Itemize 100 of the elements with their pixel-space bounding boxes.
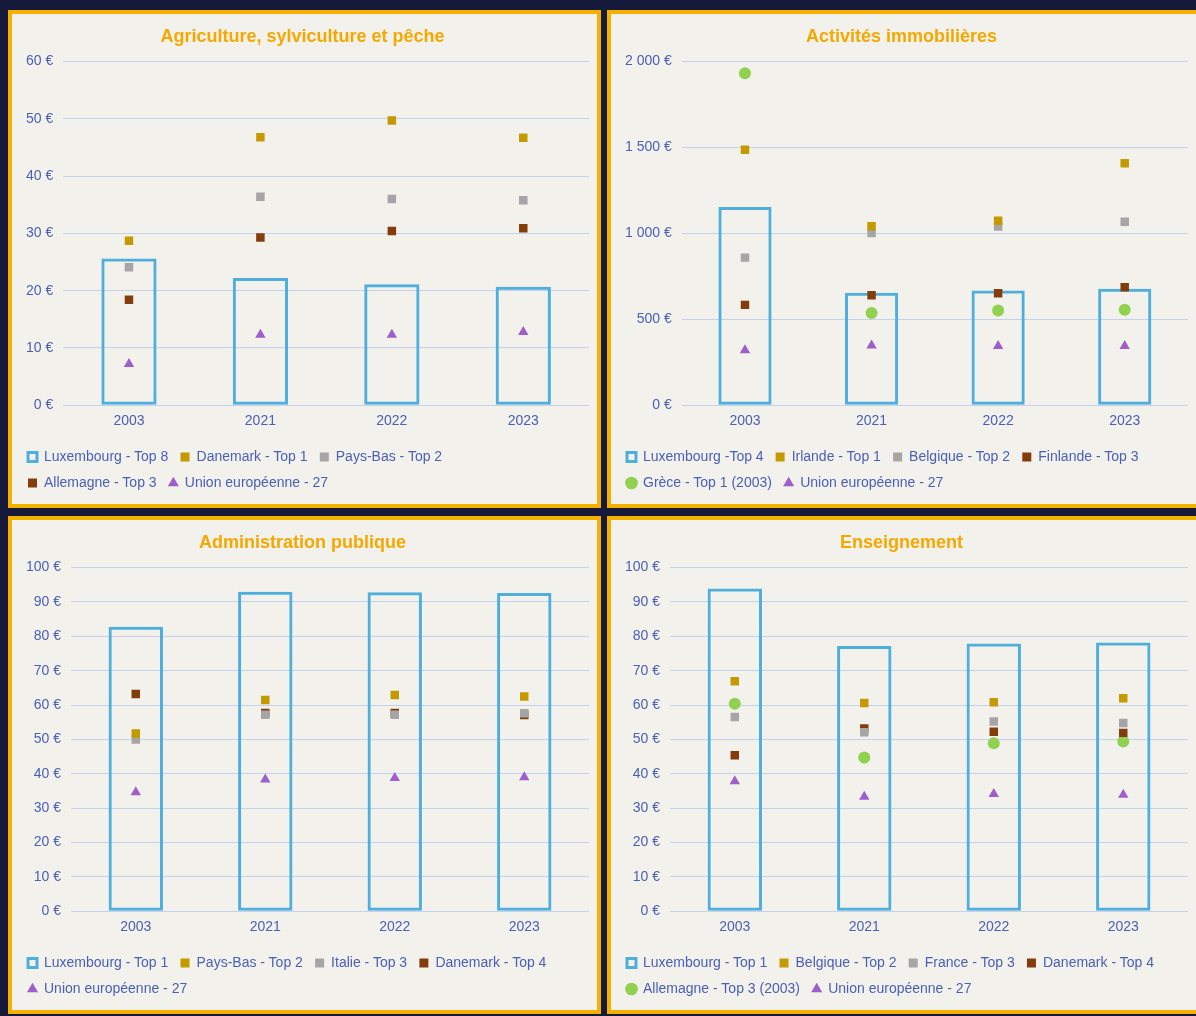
legend-label: Finlande - Top 3 [1038, 447, 1139, 464]
point [989, 717, 999, 726]
y-tick-label: 20 € [33, 833, 62, 850]
point [1118, 303, 1131, 316]
point [867, 291, 876, 300]
point [730, 677, 740, 686]
legend-label: Luxembourg - Top 1 [643, 953, 768, 970]
legend-label: Pays-Bas - Top 2 [335, 447, 443, 464]
y-tick-label: 90 € [632, 592, 661, 609]
y-tick-label: 0 € [33, 396, 54, 413]
legend-label: Irlande - Top 1 [791, 447, 882, 464]
point [386, 328, 398, 338]
y-tick-label: 40 € [33, 764, 62, 781]
point [123, 357, 135, 367]
legend-label: France - Top 3 [924, 953, 1015, 970]
bar [232, 278, 289, 405]
point [519, 195, 528, 205]
point [518, 325, 529, 335]
y-tick-label: 10 € [26, 338, 54, 355]
point [256, 233, 265, 242]
y-tick-label: 50 € [632, 730, 661, 747]
x-tick-label: 2023 [508, 918, 541, 935]
point [1119, 340, 1130, 350]
point [739, 344, 751, 354]
y-tick-label: 50 € [26, 109, 54, 126]
point [1118, 788, 1129, 798]
y-tick-label: 20 € [632, 833, 661, 850]
x-tick-label: 2003 [120, 918, 152, 935]
y-tick-label: 0 € [640, 902, 661, 919]
bar [497, 593, 552, 911]
bar [364, 284, 420, 405]
point [520, 692, 529, 701]
x-tick-label: 2022 [376, 412, 408, 429]
bar [238, 591, 293, 911]
x-tick-label: 2021 [249, 918, 282, 935]
chart-title: Administration publique [199, 531, 406, 552]
legend-label: Union européenne - 27 [828, 979, 972, 996]
y-tick-label: 1 500 € [624, 138, 672, 155]
bar [108, 626, 163, 911]
y-tick-label: 70 € [33, 661, 62, 678]
legend-label: Union européenne - 27 [800, 473, 944, 490]
y-tick-label: 0 € [41, 902, 62, 919]
y-tick-label: 80 € [33, 627, 62, 644]
x-tick-label: 2023 [507, 412, 540, 429]
y-tick-label: 30 € [26, 224, 54, 241]
point [858, 751, 871, 764]
y-tick-label: 1 000 € [624, 224, 672, 241]
legend-label: Belgique - Top 2 [795, 953, 897, 970]
point [740, 145, 750, 154]
legend-label: Danemark - Top 4 [1042, 953, 1155, 970]
point [989, 698, 999, 707]
x-tick-label: 2022 [379, 918, 411, 935]
point [256, 132, 265, 142]
point [519, 771, 530, 781]
point [1120, 217, 1129, 226]
chart-title: Agriculture, sylviculture et pêche [160, 25, 445, 46]
legend-label: Allemagne - Top 3 [44, 473, 157, 490]
legend-label: Union européenne - 27 [44, 979, 188, 996]
point [992, 304, 1005, 317]
y-tick-label: 30 € [632, 798, 661, 815]
point [867, 221, 876, 231]
legend-label: Danemark - Top 4 [435, 953, 547, 970]
point [987, 737, 1000, 750]
point [519, 133, 528, 143]
y-tick-label: 70 € [632, 661, 661, 678]
point [261, 695, 270, 705]
y-tick-label: 0 € [652, 396, 672, 413]
point [131, 729, 141, 738]
y-tick-label: 20 € [26, 281, 54, 298]
x-tick-label: 2021 [244, 412, 277, 429]
y-tick-label: 90 € [33, 592, 62, 609]
y-tick-label: 10 € [632, 867, 661, 884]
point [728, 697, 741, 710]
point [988, 788, 999, 798]
chart-title: Enseignement [839, 531, 964, 552]
x-tick-label: 2021 [855, 412, 888, 429]
point [739, 67, 751, 80]
point [256, 192, 265, 201]
point [387, 116, 397, 125]
y-tick-label: 100 € [25, 558, 62, 575]
x-tick-label: 2023 [1109, 412, 1141, 429]
y-tick-label: 30 € [33, 798, 62, 815]
chart-title: Activités immobilières [805, 25, 998, 46]
bar [707, 588, 762, 911]
x-tick-label: 2003 [113, 412, 145, 429]
y-tick-label: 60 € [26, 52, 54, 69]
legend-label: Pays-Bas - Top 2 [196, 953, 304, 970]
y-tick-label: 500 € [636, 310, 672, 327]
y-tick-label: 80 € [632, 627, 661, 644]
legend-label: Grèce - Top 1 (2003) [643, 473, 772, 490]
legend-label: Luxembourg -Top 4 [643, 447, 764, 464]
legend-label: Allemagne - Top 3 (2003) [643, 979, 800, 996]
x-tick-label: 2023 [1107, 918, 1140, 935]
y-tick-label: 40 € [26, 166, 54, 183]
y-tick-label: 60 € [33, 695, 62, 712]
point [860, 727, 869, 737]
point [865, 306, 878, 319]
point [1120, 282, 1129, 292]
legend-label: Luxembourg - Top 8 [44, 447, 169, 464]
legend-label: Belgique - Top 2 [909, 447, 1011, 464]
